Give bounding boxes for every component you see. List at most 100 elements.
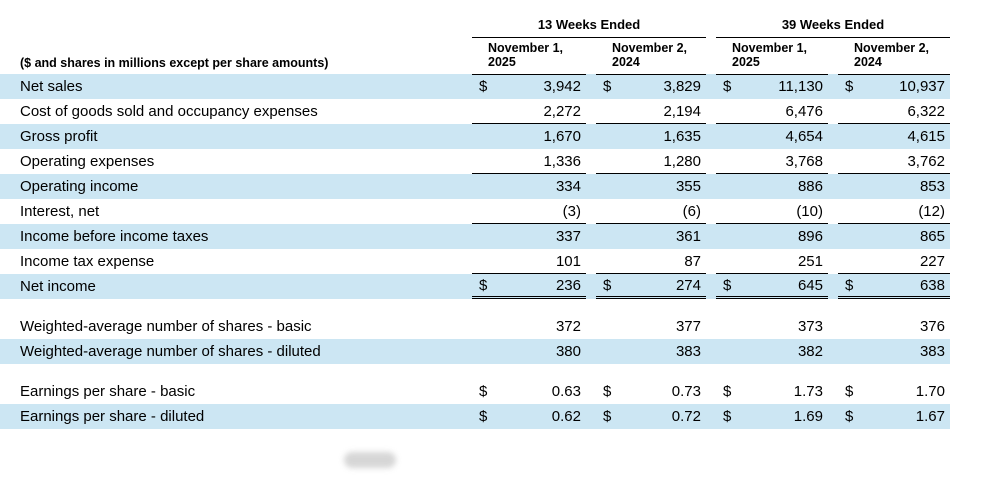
table-row-operating-income: Operating income 334 355 886 853 bbox=[0, 174, 950, 199]
cell-value: 886 bbox=[797, 178, 823, 195]
cell-value: 10,937 bbox=[899, 78, 945, 95]
value-cell: 886 bbox=[716, 174, 828, 199]
cell-value: 11,130 bbox=[778, 78, 823, 95]
value-cell: $3,829 bbox=[596, 74, 706, 99]
value-cell: 4,654 bbox=[716, 124, 828, 149]
dollar-sign: $ bbox=[603, 383, 612, 400]
value-cell: (3) bbox=[472, 199, 586, 224]
cell-value: 4,654 bbox=[785, 128, 823, 145]
dollar-sign: $ bbox=[845, 276, 854, 294]
table-row-gross-profit: Gross profit 1,670 1,635 4,654 4,615 bbox=[0, 124, 950, 149]
cell-value: 1.67 bbox=[915, 408, 945, 425]
dollar-sign: $ bbox=[603, 78, 612, 95]
value-cell: $0.63 bbox=[472, 379, 586, 404]
cell-value: 853 bbox=[919, 178, 945, 195]
cell-value: 236 bbox=[555, 276, 581, 294]
value-cell: 1,336 bbox=[472, 149, 586, 174]
cell-value: 1.70 bbox=[915, 383, 945, 400]
row-label: Income before income taxes bbox=[20, 228, 209, 245]
value-cell: 853 bbox=[838, 174, 950, 199]
cell-value: 1.73 bbox=[793, 383, 823, 400]
table-row-net-sales: Net sales $3,942 $3,829 $11,130 $10,937 bbox=[0, 74, 950, 99]
cell-value: 3,768 bbox=[785, 152, 823, 170]
value-cell: 251 bbox=[716, 249, 828, 274]
value-cell: 334 bbox=[472, 174, 586, 199]
row-label: Weighted-average number of shares - dilu… bbox=[20, 343, 321, 360]
dollar-sign: $ bbox=[479, 383, 488, 400]
date-line1: November 1, bbox=[732, 41, 808, 55]
value-cell: $11,130 bbox=[716, 74, 828, 99]
table-row-income-before-taxes: Income before income taxes 337 361 896 8… bbox=[0, 224, 950, 249]
cell-value: (10) bbox=[796, 202, 823, 220]
cell-value: 383 bbox=[919, 343, 945, 360]
cell-value: 377 bbox=[675, 318, 701, 335]
blank-row bbox=[0, 299, 950, 314]
scan-smudge-artifact bbox=[344, 452, 396, 468]
cell-value: 1.69 bbox=[793, 408, 823, 425]
column-header-date: November 2, 2024 bbox=[838, 38, 950, 75]
table-row-shares-diluted: Weighted-average number of shares - dilu… bbox=[0, 339, 950, 364]
value-cell: 4,615 bbox=[838, 124, 950, 149]
value-cell: 6,476 bbox=[716, 99, 828, 124]
table-row-operating-expenses: Operating expenses 1,336 1,280 3,768 3,7… bbox=[0, 149, 950, 174]
cell-value: 376 bbox=[919, 318, 945, 335]
date-line2: 2024 bbox=[612, 55, 640, 69]
value-cell: 380 bbox=[472, 339, 586, 364]
row-label: Net income bbox=[20, 278, 96, 295]
date-line1: November 1, bbox=[488, 41, 564, 55]
value-cell: 3,762 bbox=[838, 149, 950, 174]
cell-value: 865 bbox=[919, 228, 945, 245]
blank-row bbox=[0, 364, 950, 379]
value-cell: $638 bbox=[838, 274, 950, 299]
table-row-eps-diluted: Earnings per share - diluted $0.62 $0.72… bbox=[0, 404, 950, 429]
date-line2: 2025 bbox=[488, 55, 516, 69]
date-line1: November 2, bbox=[612, 41, 688, 55]
value-cell: (6) bbox=[596, 199, 706, 224]
cell-value: 645 bbox=[797, 276, 823, 294]
value-cell: 383 bbox=[838, 339, 950, 364]
value-cell: 361 bbox=[596, 224, 706, 249]
cell-value: 2,272 bbox=[543, 102, 581, 120]
cell-value: 6,322 bbox=[907, 102, 945, 120]
value-cell: 2,272 bbox=[472, 99, 586, 124]
column-header-date: November 1, 2025 bbox=[716, 38, 828, 75]
dollar-sign: $ bbox=[479, 408, 488, 425]
row-label: Weighted-average number of shares - basi… bbox=[20, 318, 312, 335]
value-cell: $10,937 bbox=[838, 74, 950, 99]
income-statement-table: 13 Weeks Ended 39 Weeks Ended ($ and sha… bbox=[0, 16, 950, 429]
cell-value: 0.62 bbox=[551, 408, 581, 425]
cell-value: 382 bbox=[797, 343, 823, 360]
value-cell: $1.67 bbox=[838, 404, 950, 429]
value-cell: 101 bbox=[472, 249, 586, 274]
value-cell: $0.62 bbox=[472, 404, 586, 429]
value-cell: 373 bbox=[716, 314, 828, 339]
value-cell: $274 bbox=[596, 274, 706, 299]
table-row-net-income: Net income $236 $274 $645 $638 bbox=[0, 274, 950, 299]
column-header-row: ($ and shares in millions except per sha… bbox=[0, 38, 950, 75]
row-label: Gross profit bbox=[20, 128, 98, 145]
table-row-shares-basic: Weighted-average number of shares - basi… bbox=[0, 314, 950, 339]
dollar-sign: $ bbox=[723, 276, 732, 294]
value-cell: 372 bbox=[472, 314, 586, 339]
value-cell: 865 bbox=[838, 224, 950, 249]
cell-value: 1,280 bbox=[663, 152, 701, 170]
cell-value: 373 bbox=[797, 318, 823, 335]
row-label: Net sales bbox=[20, 78, 83, 95]
cell-value: 383 bbox=[675, 343, 701, 360]
cell-value: 0.63 bbox=[551, 383, 581, 400]
row-label: Earnings per share - basic bbox=[20, 383, 196, 400]
value-cell: (12) bbox=[838, 199, 950, 224]
table-row-income-tax-expense: Income tax expense 101 87 251 227 bbox=[0, 249, 950, 274]
cell-value: 334 bbox=[555, 178, 581, 195]
group-header-39-weeks: 39 Weeks Ended bbox=[716, 17, 950, 38]
cell-value: 3,829 bbox=[663, 78, 701, 95]
cell-value: 227 bbox=[919, 252, 945, 270]
value-cell: 3,768 bbox=[716, 149, 828, 174]
cell-value: 372 bbox=[555, 318, 581, 335]
value-cell: 2,194 bbox=[596, 99, 706, 124]
value-cell: 376 bbox=[838, 314, 950, 339]
dollar-sign: $ bbox=[845, 383, 854, 400]
dollar-sign: $ bbox=[479, 276, 488, 294]
value-cell: 87 bbox=[596, 249, 706, 274]
value-cell: $645 bbox=[716, 274, 828, 299]
